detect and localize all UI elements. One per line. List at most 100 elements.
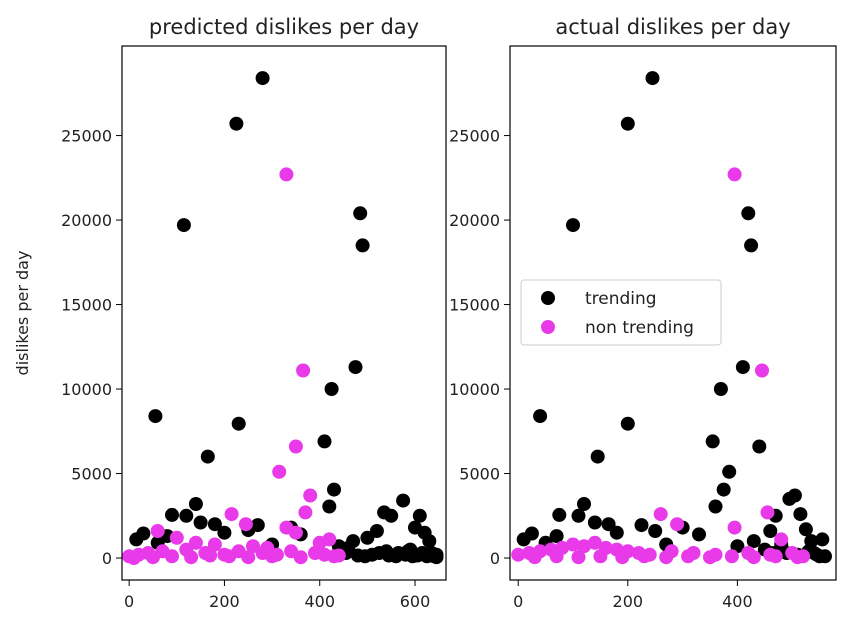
x-tick-label-predicted-200: 200 bbox=[209, 592, 240, 611]
y-tick-label-actual-0: 0 bbox=[490, 549, 500, 568]
point-non-trending-actual-30 bbox=[593, 549, 608, 564]
point-trending-actual-17 bbox=[571, 508, 586, 523]
point-non-trending-predicted-17 bbox=[322, 532, 337, 547]
point-trending-predicted-55 bbox=[358, 549, 372, 564]
point-non-trending-predicted-39 bbox=[265, 549, 280, 564]
point-non-trending-predicted-41 bbox=[331, 548, 346, 563]
point-trending-actual-50 bbox=[807, 546, 822, 560]
point-non-trending-actual-33 bbox=[659, 550, 674, 565]
point-non-trending-predicted-4 bbox=[303, 488, 318, 503]
point-trending-predicted-10 bbox=[200, 449, 215, 464]
point-non-trending-predicted-35 bbox=[184, 550, 199, 565]
point-non-trending-actual-6 bbox=[774, 532, 789, 547]
point-non-trending-actual-34 bbox=[681, 549, 696, 564]
x-tick-label-actual-400: 400 bbox=[722, 592, 753, 611]
point-trending-predicted-1 bbox=[229, 116, 244, 131]
point-trending-predicted-4 bbox=[355, 238, 370, 253]
chart-title-actual: actual dislikes per day bbox=[555, 15, 790, 39]
point-trending-predicted-24 bbox=[193, 515, 208, 530]
point-trending-predicted-3 bbox=[353, 206, 368, 221]
point-non-trending-predicted-11 bbox=[169, 530, 184, 545]
point-trending-actual-29 bbox=[692, 527, 706, 542]
legend: trending non trending bbox=[520, 279, 722, 346]
point-non-trending-actual-0 bbox=[727, 167, 742, 182]
point-trending-predicted-9 bbox=[317, 434, 332, 449]
point-non-trending-predicted-5 bbox=[298, 505, 313, 520]
point-trending-predicted-58 bbox=[400, 544, 415, 559]
point-trending-actual-19 bbox=[634, 518, 649, 533]
point-non-trending-predicted-10 bbox=[150, 524, 165, 538]
subplot-actual: 0 200 400 0 5000 10000 15000 20000 25000 actual … bbox=[449, 15, 837, 611]
point-trending-actual-38 bbox=[798, 522, 813, 537]
point-trending-predicted-57 bbox=[381, 548, 396, 563]
point-trending-predicted-0 bbox=[255, 71, 270, 86]
point-non-trending-actual-4 bbox=[670, 517, 685, 532]
y-tick-label-actual-10000: 10000 bbox=[449, 380, 500, 399]
point-trending-predicted-13 bbox=[188, 497, 203, 511]
point-trending-predicted-12 bbox=[322, 499, 337, 514]
y-tick-label-predicted-10000: 10000 bbox=[61, 380, 112, 399]
point-non-trending-predicted-32 bbox=[126, 551, 141, 565]
point-trending-actual-31 bbox=[746, 534, 761, 549]
point-non-trending-predicted-36 bbox=[203, 548, 218, 563]
point-trending-actual-7 bbox=[620, 416, 635, 431]
point-trending-actual-0 bbox=[645, 71, 660, 86]
y-tick-label-predicted-0: 0 bbox=[102, 549, 112, 568]
point-trending-actual-41 bbox=[815, 532, 830, 547]
point-non-trending-actual-32 bbox=[637, 549, 652, 564]
point-trending-predicted-33 bbox=[384, 508, 399, 523]
point-trending-predicted-7 bbox=[231, 416, 246, 431]
point-trending-actual-15 bbox=[577, 497, 591, 511]
point-non-trending-actual-31 bbox=[615, 550, 630, 565]
point-trending-predicted-8 bbox=[324, 382, 339, 396]
point-non-trending-actual-27 bbox=[527, 550, 542, 565]
point-trending-actual-21 bbox=[648, 524, 663, 538]
point-non-trending-predicted-37 bbox=[222, 549, 237, 564]
point-trending-predicted-59 bbox=[429, 547, 444, 562]
legend-marker-trending bbox=[541, 291, 555, 305]
point-trending-actual-16 bbox=[552, 507, 567, 522]
y-tick-label-predicted-20000: 20000 bbox=[61, 211, 112, 230]
point-trending-actual-12 bbox=[722, 464, 737, 479]
point-trending-predicted-15 bbox=[179, 508, 194, 523]
point-trending-predicted-5 bbox=[348, 360, 363, 375]
point-non-trending-actual-2 bbox=[760, 505, 775, 520]
point-trending-predicted-11 bbox=[327, 482, 341, 497]
legend-label-non-trending: non trending bbox=[585, 318, 694, 338]
ticks-actual: 0 200 400 0 5000 10000 15000 20000 25000 bbox=[449, 127, 753, 611]
point-trending-actual-27 bbox=[609, 525, 624, 540]
point-non-trending-actual-29 bbox=[571, 550, 586, 565]
y-tick-label-predicted-5000: 5000 bbox=[71, 465, 112, 484]
y-tick-label-predicted-25000: 25000 bbox=[61, 127, 112, 146]
point-non-trending-actual-3 bbox=[653, 507, 668, 522]
point-trending-actual-9 bbox=[705, 434, 720, 449]
point-non-trending-predicted-33 bbox=[146, 550, 160, 565]
point-non-trending-predicted-7 bbox=[238, 517, 253, 532]
point-trending-predicted-25 bbox=[217, 525, 232, 540]
point-trending-actual-1 bbox=[620, 116, 635, 131]
point-trending-actual-6 bbox=[533, 409, 548, 424]
y-tick-label-actual-25000: 25000 bbox=[449, 127, 500, 146]
legend-marker-non-trending bbox=[541, 320, 555, 334]
chart-title-predicted: predicted dislikes per day bbox=[149, 15, 419, 39]
point-non-trending-predicted-1 bbox=[296, 363, 311, 378]
point-non-trending-predicted-40 bbox=[293, 550, 308, 565]
point-trending-actual-37 bbox=[793, 507, 808, 522]
point-non-trending-predicted-13 bbox=[207, 537, 222, 552]
point-non-trending-actual-39 bbox=[790, 550, 805, 565]
point-trending-predicted-54 bbox=[341, 540, 356, 555]
point-non-trending-actual-14 bbox=[587, 535, 602, 550]
point-non-trending-actual-1 bbox=[755, 363, 769, 378]
point-trending-predicted-6 bbox=[148, 409, 163, 424]
scatter-marks-predicted bbox=[122, 71, 444, 565]
point-trending-predicted-16 bbox=[207, 517, 222, 532]
point-non-trending-actual-5 bbox=[727, 520, 742, 535]
legend-box bbox=[520, 279, 722, 346]
point-trending-actual-25 bbox=[549, 529, 564, 544]
y-axis-label-predicted: dislikes per day bbox=[13, 251, 32, 376]
point-trending-actual-5 bbox=[735, 360, 750, 375]
point-trending-predicted-14 bbox=[165, 507, 179, 522]
point-non-trending-actual-28 bbox=[549, 549, 564, 564]
point-trending-actual-14 bbox=[708, 499, 723, 514]
